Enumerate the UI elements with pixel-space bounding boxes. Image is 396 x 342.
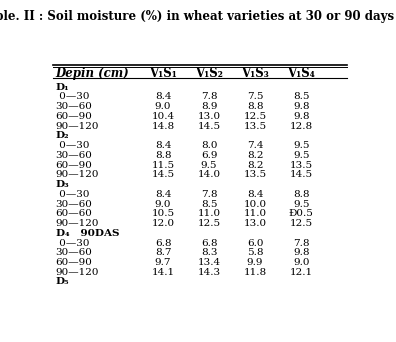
Text: 7.5: 7.5: [247, 92, 263, 101]
Text: 13.5: 13.5: [289, 161, 313, 170]
Text: 7.8: 7.8: [293, 238, 309, 248]
Text: 7.4: 7.4: [247, 141, 263, 150]
Text: D₄   90DAS: D₄ 90DAS: [55, 229, 119, 238]
Text: 11.5: 11.5: [152, 161, 175, 170]
Text: 8.4: 8.4: [247, 190, 263, 199]
Text: 13.0: 13.0: [244, 219, 267, 228]
Text: 8.2: 8.2: [247, 151, 263, 160]
Text: 9.8: 9.8: [293, 112, 309, 121]
Text: 12.8: 12.8: [289, 122, 313, 131]
Text: 60—90: 60—90: [55, 161, 93, 170]
Text: Đ0.5: Đ0.5: [289, 209, 314, 218]
Text: 9.0: 9.0: [155, 199, 171, 209]
Text: V₁S₃: V₁S₃: [241, 67, 269, 80]
Text: V₁S₁: V₁S₁: [149, 67, 177, 80]
Text: 30—60: 30—60: [55, 199, 93, 209]
Text: 60—60: 60—60: [55, 209, 93, 218]
Text: 90—120: 90—120: [55, 170, 99, 179]
Text: 90—120: 90—120: [55, 268, 99, 277]
Text: 6.8: 6.8: [201, 238, 217, 248]
Text: 9.0: 9.0: [293, 258, 309, 267]
Text: 11.0: 11.0: [244, 209, 267, 218]
Text: 6.8: 6.8: [155, 238, 171, 248]
Text: 7.8: 7.8: [201, 92, 217, 101]
Text: 11.0: 11.0: [198, 209, 221, 218]
Text: 9.5: 9.5: [293, 151, 309, 160]
Text: D₁: D₁: [55, 83, 69, 92]
Text: 8.8: 8.8: [155, 151, 171, 160]
Text: D₃: D₃: [55, 180, 69, 189]
Text: 5.8: 5.8: [247, 248, 263, 257]
Text: 13.0: 13.0: [198, 112, 221, 121]
Text: 13.4: 13.4: [198, 258, 221, 267]
Text: 14.3: 14.3: [198, 268, 221, 277]
Text: 9.7: 9.7: [155, 258, 171, 267]
Text: D₅: D₅: [55, 277, 69, 287]
Text: 8.3: 8.3: [201, 248, 217, 257]
Text: 30—60: 30—60: [55, 151, 93, 160]
Text: 8.7: 8.7: [155, 248, 171, 257]
Text: V₁S₄: V₁S₄: [287, 67, 315, 80]
Text: 90—120: 90—120: [55, 219, 99, 228]
Text: 7.8: 7.8: [201, 190, 217, 199]
Text: 8.4: 8.4: [155, 190, 171, 199]
Text: 9.9: 9.9: [247, 258, 263, 267]
Text: 8.5: 8.5: [293, 92, 309, 101]
Text: 0—30: 0—30: [55, 141, 89, 150]
Text: 10.5: 10.5: [152, 209, 175, 218]
Text: 60—90: 60—90: [55, 112, 93, 121]
Text: 8.2: 8.2: [247, 161, 263, 170]
Text: 9.5: 9.5: [201, 161, 217, 170]
Text: 12.0: 12.0: [152, 219, 175, 228]
Text: 12.5: 12.5: [198, 219, 221, 228]
Text: 14.0: 14.0: [198, 170, 221, 179]
Text: 0—30: 0—30: [55, 190, 89, 199]
Text: 8.4: 8.4: [155, 92, 171, 101]
Text: 0—30: 0—30: [55, 238, 89, 248]
Text: 6.0: 6.0: [247, 238, 263, 248]
Text: 8.9: 8.9: [201, 102, 217, 111]
Text: 14.5: 14.5: [152, 170, 175, 179]
Text: 8.0: 8.0: [201, 141, 217, 150]
Text: 90—120: 90—120: [55, 122, 99, 131]
Text: 13.5: 13.5: [244, 170, 267, 179]
Text: Table. II : Soil moisture (%) in wheat varieties at 30 or 90 days aft: Table. II : Soil moisture (%) in wheat v…: [0, 10, 396, 23]
Text: V₁S₂: V₁S₂: [195, 67, 223, 80]
Text: 13.5: 13.5: [244, 122, 267, 131]
Text: 8.8: 8.8: [293, 190, 309, 199]
Text: 14.8: 14.8: [152, 122, 175, 131]
Text: 0—30: 0—30: [55, 92, 89, 101]
Text: 12.1: 12.1: [289, 268, 313, 277]
Text: 9.0: 9.0: [155, 102, 171, 111]
Text: 14.5: 14.5: [289, 170, 313, 179]
Text: 12.5: 12.5: [244, 112, 267, 121]
Text: 14.5: 14.5: [198, 122, 221, 131]
Text: 8.4: 8.4: [155, 141, 171, 150]
Text: 14.1: 14.1: [152, 268, 175, 277]
Text: 9.8: 9.8: [293, 102, 309, 111]
Text: D₂: D₂: [55, 131, 69, 140]
Text: 12.5: 12.5: [289, 219, 313, 228]
Text: 10.0: 10.0: [244, 199, 267, 209]
Text: 6.9: 6.9: [201, 151, 217, 160]
Text: 9.5: 9.5: [293, 141, 309, 150]
Text: Depin (cm): Depin (cm): [55, 67, 129, 80]
Text: 60—90: 60—90: [55, 258, 93, 267]
Text: 9.5: 9.5: [293, 199, 309, 209]
Text: 11.8: 11.8: [244, 268, 267, 277]
Text: 9.8: 9.8: [293, 248, 309, 257]
Text: 30—60: 30—60: [55, 248, 93, 257]
Text: 8.5: 8.5: [201, 199, 217, 209]
Text: 8.8: 8.8: [247, 102, 263, 111]
Text: 10.4: 10.4: [152, 112, 175, 121]
Text: 30—60: 30—60: [55, 102, 93, 111]
